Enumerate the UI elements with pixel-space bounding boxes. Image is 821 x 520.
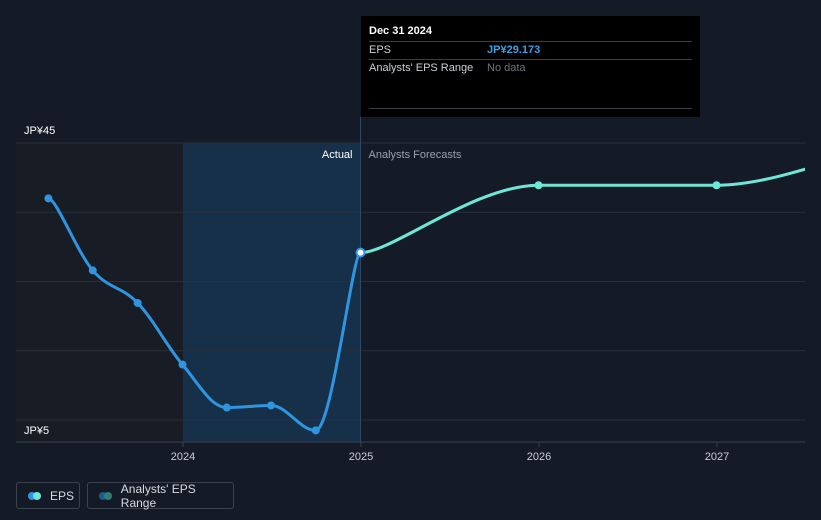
legend-eps-button[interactable]: EPS bbox=[16, 482, 80, 509]
legend-range-button[interactable]: Analysts' EPS Range bbox=[87, 481, 234, 510]
eps-actual-point[interactable] bbox=[355, 247, 366, 258]
tooltip-range-value: No data bbox=[487, 62, 526, 74]
eps-legend-icon bbox=[28, 491, 44, 500]
x-tick-label: 2027 bbox=[705, 451, 729, 463]
eps-actual-point[interactable] bbox=[311, 426, 320, 435]
eps-forecast-line bbox=[359, 167, 805, 255]
eps-forecast-point[interactable] bbox=[534, 181, 543, 190]
tooltip-divider bbox=[369, 108, 692, 109]
tooltip-eps-label: EPS bbox=[369, 44, 392, 56]
eps-forecast-point[interactable] bbox=[712, 181, 721, 190]
forecast-region-label: Analysts Forecasts bbox=[369, 149, 462, 161]
x-tick-label: 2025 bbox=[349, 451, 373, 463]
tooltip-range-label: Analysts' EPS Range bbox=[369, 62, 474, 74]
eps-actual-line bbox=[46, 196, 363, 432]
y-tick-label: JP¥45 bbox=[24, 125, 55, 137]
tooltip-range-row: Analysts' EPS Range No data bbox=[369, 59, 692, 77]
x-tick-label: 2024 bbox=[171, 451, 195, 463]
eps-actual-point[interactable] bbox=[222, 403, 231, 412]
eps-actual-point[interactable] bbox=[88, 266, 97, 275]
eps-actual-point[interactable] bbox=[267, 401, 276, 410]
eps-actual-point[interactable] bbox=[178, 360, 187, 369]
series-lines bbox=[46, 167, 805, 432]
past-period-shade bbox=[16, 143, 183, 442]
eps-actual-point[interactable] bbox=[133, 298, 142, 307]
legend-range-label: Analysts' EPS Range bbox=[120, 481, 196, 510]
series-points bbox=[44, 181, 721, 435]
x-ticks: 2024 2025 2026 2027 bbox=[171, 442, 729, 463]
tooltip: Dec 31 2024 EPS JP¥29.173 Analysts' EPS … bbox=[361, 16, 700, 117]
tooltip-date: Dec 31 2024 bbox=[369, 25, 432, 37]
x-tick-label: 2026 bbox=[527, 451, 551, 463]
y-tick-label: JP¥5 bbox=[24, 425, 49, 437]
y-ticks: JP¥45 JP¥5 bbox=[24, 125, 55, 437]
gridlines bbox=[16, 142, 805, 421]
range-legend-icon bbox=[99, 491, 115, 500]
tooltip-eps-row: EPS JP¥29.173 bbox=[369, 41, 692, 59]
legend-eps-label: EPS bbox=[50, 488, 75, 503]
eps-actual-point[interactable] bbox=[44, 194, 53, 203]
actual-region-label: Actual bbox=[322, 149, 353, 161]
tooltip-eps-value: JP¥29.173 bbox=[487, 44, 541, 56]
